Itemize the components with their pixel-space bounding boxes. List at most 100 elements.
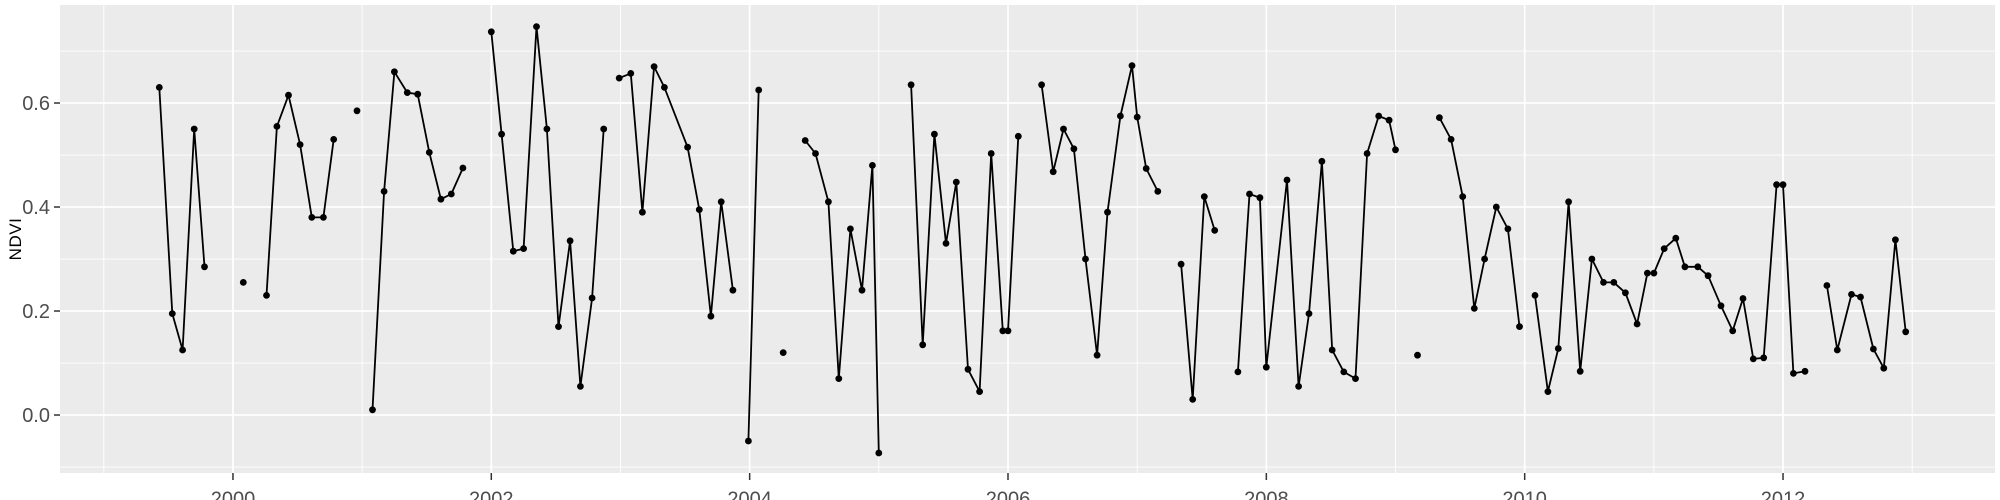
x-tick-label: 2002	[469, 489, 514, 500]
data-point	[1004, 327, 1012, 335]
data-point	[1749, 355, 1757, 363]
data-point	[1436, 114, 1443, 121]
series-line-segment	[1826, 238, 1907, 370]
data-point	[695, 206, 703, 214]
data-point	[285, 91, 292, 99]
x-tick-label: 2004	[727, 489, 772, 500]
data-point	[976, 388, 983, 395]
data-point	[1633, 320, 1641, 328]
data-point	[1295, 383, 1302, 390]
data-point	[1823, 282, 1831, 289]
data-point	[1600, 279, 1607, 286]
data-point	[1049, 168, 1057, 176]
data-point	[1262, 363, 1270, 371]
data-point	[1414, 351, 1421, 359]
data-point	[907, 81, 915, 89]
data-point	[779, 349, 787, 356]
data-point	[650, 63, 658, 70]
data-point	[1672, 234, 1680, 242]
data-point	[555, 323, 562, 330]
data-point	[168, 310, 176, 317]
data-point	[755, 86, 763, 94]
data-point	[459, 164, 467, 172]
x-tick-label: 2012	[1761, 489, 1806, 500]
data-point	[729, 286, 737, 294]
data-point	[835, 375, 843, 382]
data-point	[353, 107, 361, 115]
data-point	[1760, 354, 1768, 362]
data-point	[1892, 236, 1899, 244]
data-point	[1117, 112, 1124, 120]
data-point	[919, 341, 927, 349]
data-point	[1234, 368, 1242, 376]
data-point	[661, 84, 668, 91]
data-point	[1328, 346, 1336, 354]
data-point	[1256, 194, 1264, 202]
data-point	[1694, 263, 1702, 271]
data-point	[263, 292, 270, 299]
data-point	[1779, 181, 1787, 189]
data-point	[577, 383, 584, 390]
data-point	[425, 149, 433, 156]
data-point	[825, 198, 832, 206]
data-point	[847, 225, 854, 233]
y-tick-label: 0.2	[22, 301, 50, 323]
data-point	[1622, 289, 1629, 297]
data-point	[1470, 305, 1478, 312]
data-point	[627, 70, 635, 77]
series-line-segment	[1438, 116, 1521, 328]
data-point	[952, 178, 960, 186]
data-point	[369, 406, 376, 414]
data-point	[380, 188, 388, 195]
data-point	[1200, 193, 1208, 201]
data-point	[179, 346, 187, 354]
x-tick-label: 2006	[986, 489, 1031, 500]
series-line-segment	[1180, 195, 1216, 401]
data-point	[942, 240, 950, 247]
data-point	[964, 365, 972, 373]
series-line-segment	[747, 89, 760, 442]
series-line-segment	[1040, 64, 1159, 357]
data-point	[717, 198, 725, 206]
data-point	[543, 125, 551, 133]
data-point	[1104, 208, 1111, 216]
data-point	[190, 125, 198, 133]
data-point	[1565, 198, 1572, 206]
data-point	[1154, 188, 1162, 195]
data-point	[1352, 375, 1359, 382]
data-point	[1729, 327, 1737, 335]
y-tick-label: 0.4	[22, 197, 50, 219]
data-point	[509, 247, 517, 255]
data-point	[931, 130, 938, 138]
data-point	[684, 143, 691, 151]
data-point	[707, 312, 715, 320]
data-point	[1773, 181, 1780, 189]
data-point	[1340, 368, 1348, 376]
data-point	[1544, 388, 1552, 395]
data-point	[1305, 310, 1313, 317]
panel-background	[60, 5, 1995, 473]
data-point	[1128, 62, 1136, 69]
data-point	[588, 294, 596, 302]
data-point	[1447, 136, 1455, 143]
data-point	[1848, 291, 1855, 298]
data-point	[1644, 269, 1651, 277]
data-point	[987, 150, 995, 157]
data-point	[498, 130, 505, 138]
data-point	[487, 28, 495, 36]
data-point	[155, 84, 163, 91]
data-point	[1516, 323, 1523, 330]
series-line-segment	[804, 139, 880, 454]
data-point	[566, 237, 574, 245]
data-point	[1038, 81, 1045, 89]
data-point	[600, 125, 608, 133]
data-point	[1857, 293, 1864, 301]
data-point	[1375, 112, 1383, 120]
x-tick-label: 2010	[1502, 489, 1547, 500]
data-point	[1481, 255, 1488, 263]
data-point	[1880, 364, 1888, 372]
data-point	[1504, 225, 1512, 233]
data-point	[1681, 263, 1689, 271]
data-point	[1093, 351, 1101, 359]
